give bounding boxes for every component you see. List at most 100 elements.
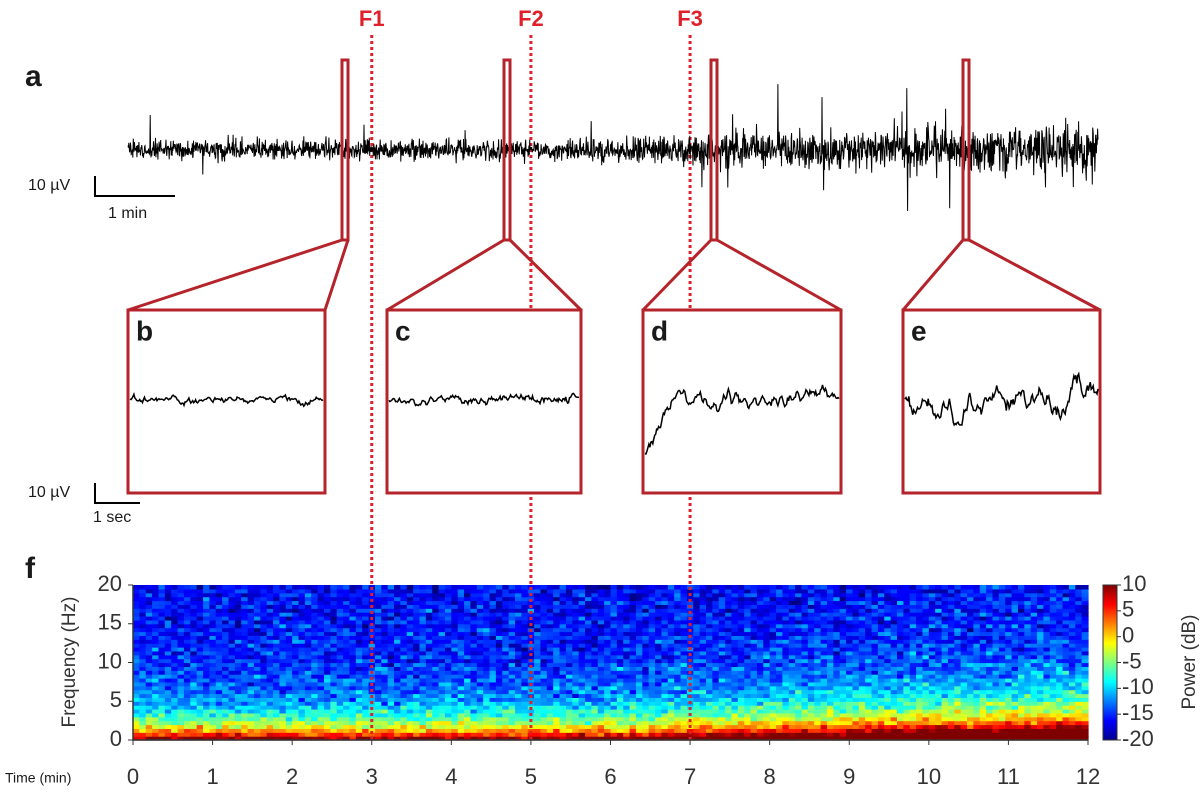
spectrogram-cell [311,628,318,632]
spectrogram-cell [222,725,229,729]
spectrogram-cell [139,709,146,713]
spectrogram-cell [833,666,840,670]
spectrogram-cell [668,666,675,670]
spectrogram-cell [789,604,796,608]
spectrogram-cell [585,620,592,624]
spectrogram-cell [795,639,802,643]
spectrogram-cell [407,585,414,589]
spectrogram-cell [693,604,700,608]
spectrogram-cell [712,651,719,655]
spectrogram-cell [464,721,471,725]
spectrogram-cell [394,713,401,717]
spectrogram-cell [311,608,318,612]
spectrogram-cell [642,604,649,608]
spectrogram-cell [197,663,204,667]
spectrogram-cell [356,709,363,713]
spectrogram-cell [897,643,904,647]
spectrogram-cell [400,597,407,601]
spectrogram-cell [661,597,668,601]
spectrogram-cell [216,608,223,612]
spectrogram-cell [318,725,325,729]
spectrogram-cell [286,713,293,717]
spectrogram-cell [852,682,859,686]
spectrogram-cell [146,690,153,694]
spectrogram-cell [273,666,280,670]
spectrogram-cell [693,732,700,736]
spectrogram-cell [343,732,350,736]
spectrogram-cell [611,616,618,620]
spectrogram-cell [808,690,815,694]
spectrogram-cell [413,721,420,725]
spectrogram-cell [420,728,427,732]
spectrogram-cell [273,597,280,601]
spectrogram-cell [585,721,592,725]
spectrogram-cell [356,601,363,605]
spectrogram-cell [865,593,872,597]
spectrogram-cell [165,624,172,628]
spectrogram-cell [585,585,592,589]
spectrogram-cell [878,593,885,597]
spectrogram-cell [464,717,471,721]
spectrogram-cell [642,616,649,620]
spectrogram-cell [884,616,891,620]
spectrogram-cell [789,593,796,597]
spectrogram-cell [477,697,484,701]
spectrogram-cell [426,682,433,686]
spectrogram-cell [579,678,586,682]
spectrogram-cell [789,666,796,670]
spectrogram-cell [846,666,853,670]
spectrogram-cell [840,628,847,632]
spectrogram-cell [458,686,465,690]
spectrogram-cell [267,624,274,628]
spectrogram-cell [330,604,337,608]
spectrogram-cell [534,585,541,589]
spectrogram-cell [859,608,866,612]
spectrogram-cell [509,690,516,694]
spectrogram-cell [279,632,286,636]
spectrogram-cell [254,616,261,620]
spectrogram-cell [337,713,344,717]
spectrogram-cell [585,639,592,643]
spectrogram-cell [808,682,815,686]
spectrogram-cell [254,697,261,701]
spectrogram-cell [897,628,904,632]
spectrogram-cell [502,585,509,589]
spectrogram-cell [821,601,828,605]
spectrogram-cell [235,624,242,628]
spectrogram-cell [731,666,738,670]
spectrogram-cell [706,632,713,636]
spectrogram-cell [190,705,197,709]
spectrogram-cell [566,585,573,589]
spectrogram-cell [744,620,751,624]
spectrogram-cell [553,701,560,705]
spectrogram-cell [534,639,541,643]
spectrogram-cell [299,713,306,717]
spectrogram-cell [897,647,904,651]
spectrogram-cell [630,604,637,608]
spectrogram-cell [413,647,420,651]
spectrogram-cell [388,647,395,651]
spectrogram-cell [184,697,191,701]
spectrogram-cell [502,701,509,705]
spectrogram-cell [515,632,522,636]
spectrogram-cell [400,655,407,659]
spectrogram-cell [216,713,223,717]
spectrogram-cell [451,628,458,632]
spectrogram-cell [464,620,471,624]
spectrogram-cell [655,678,662,682]
spectrogram-cell [897,616,904,620]
spectrogram-cell [165,686,172,690]
spectrogram-cell [521,705,528,709]
spectrogram-cell [445,647,452,651]
spectrogram-cell [197,632,204,636]
spectrogram-cell [878,701,885,705]
spectrogram-cell [910,721,917,725]
spectrogram-cell [279,639,286,643]
spectrogram-cell [668,628,675,632]
spectrogram-cell [375,697,382,701]
spectrogram-cell [859,682,866,686]
spectrogram-cell [311,725,318,729]
spectrogram-cell [299,694,306,698]
spectrogram-cell [725,728,732,732]
spectrogram-cell [445,682,452,686]
